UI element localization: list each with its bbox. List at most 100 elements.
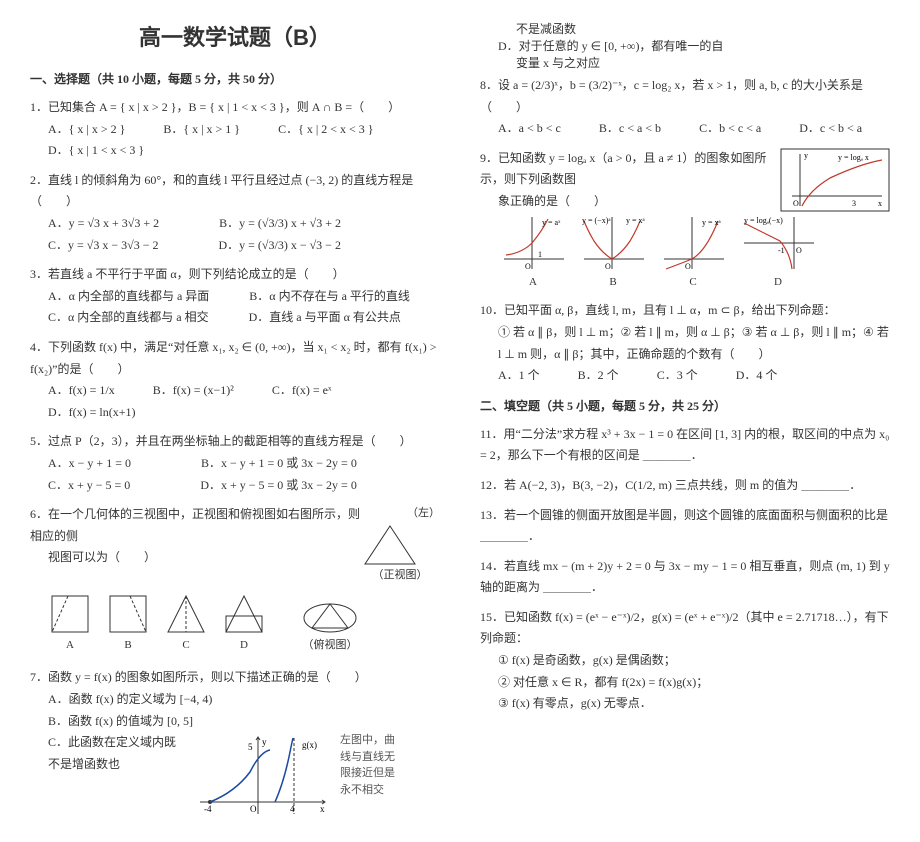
q9-optD-icon: y = logₐ(−x) O-1 [738,213,818,273]
q9-labD: D [738,273,818,293]
q6-labD: D [222,636,266,656]
q7-optD2: 变量 x 与之对应 [516,54,890,71]
left-column: 高一数学试题（B） 一、选择题（共 10 小题，每题 5 分，共 50 分） 1… [30,20,440,822]
svg-text:O: O [793,199,799,208]
q9-labA: A [498,273,568,293]
q9-fnB2: y = xᵃ [626,216,646,225]
q10-optA: A．1 个 [498,365,540,387]
q9-labB: B [578,273,648,293]
q6-side3: （俯视图） [300,636,360,656]
q7-gx-label: g(x) [302,740,317,750]
q6-optA-icon [48,592,92,636]
q6-side2: （正视图） [360,566,440,586]
q7-stem: 7．函数 y = f(x) 的图象如图所示，则以下描述正确的是（ ） [30,667,440,689]
svg-text:x: x [320,804,325,814]
q15-i1: ① f(x) 是奇函数，g(x) 是偶函数； [498,650,890,672]
q8: 8．设 a = (2/3)ˣ，b = (3/2)⁻ˣ，c = log₂ x，若 … [480,75,890,140]
q6-labB: B [106,636,150,656]
q15: 15．已知函数 f(x) = (eˣ − e⁻ˣ)/2，g(x) = (eˣ +… [480,607,890,715]
q8-optC: C．b < c < a [699,118,761,140]
q1-optB: B．{ x | x > 1 } [163,119,240,141]
q3: 3．若直线 a 不平行于平面 α，则下列结论成立的是（ ） A．α 内全部的直线… [30,264,440,329]
section-2-head: 二、填空题（共 5 小题，每题 5 分，共 25 分） [480,397,890,414]
q1-optA: A．{ x | x > 2 } [48,119,125,141]
q14: 14．若直线 mx − (m + 2)y + 2 = 0 与 3x − my −… [480,556,890,599]
svg-text:O: O [250,804,257,814]
q10-optC: C．3 个 [657,365,698,387]
svg-text:-4: -4 [204,804,212,814]
q7-note4: 永不相交 [340,782,400,799]
q15-i2: ② 对任意 x ∈ R，都有 f(2x) = f(x)g(x)； [498,672,890,694]
q9-labC: C [658,273,728,293]
q7-note1: 左图中，曲 [340,732,400,749]
q3-optC: C．α 内全部的直线都与 a 相交 [48,307,209,329]
q6-stem: 6．在一个几何体的三视图中，正视图和俯视图如右图所示，则相应的侧 [30,507,360,543]
q13: 13．若一个圆锥的侧面开放图是半圆，则这个圆锥的底面面积与侧面积的比是 ＿＿＿＿… [480,505,890,548]
q3-optB: B．α 内不存在与 a 平行的直线 [249,286,410,308]
q8-optA: A．a < b < c [498,118,561,140]
q7-optA: A．函数 f(x) 的定义域为 [−4, 4) [48,689,440,711]
q4-optA: A．f(x) = 1/x [48,380,115,402]
exam-title: 高一数学试题（B） [30,20,440,52]
q10: 10．已知平面 α, β，直线 l, m，且有 l ⊥ α，m ⊂ β，给出下列… [480,300,890,386]
q4-optB: B．f(x) = (x−1)² [153,380,234,402]
q5-optB: B．x − y + 1 = 0 或 3x − 2y = 0 [201,453,357,475]
svg-text:5: 5 [248,742,253,752]
q2-optB: B．y = (√3/3) x + √3 + 2 [219,213,341,235]
svg-text:1: 1 [538,250,542,259]
q5-stem: 5．过点 P（2，3），并且在两坐标轴上的截距相等的直线方程是（ ） [30,431,440,453]
q5-optD: D．x + y − 5 = 0 或 3x − 2y = 0 [200,475,357,497]
q1-stem: 1．已知集合 A = { x | x > 2 }，B = { x | 1 < x… [30,97,440,119]
q6-optB-icon [106,592,150,636]
svg-text:x: x [878,199,882,208]
q9-optB-icon: y = (−x)ᵃ y = xᵃ O [578,213,648,273]
q9: 9．已知函数 y = logₐ x（a > 0，且 a ≠ 1）的图象如图所示，… [480,148,890,293]
q9-optC-icon: y = xᵃ O [658,213,728,273]
q10-optD: D．4 个 [736,365,778,387]
q6-frontview-icon [360,524,420,566]
q9-given-graph-icon: O 3 y = logₐ x y x [780,148,890,212]
q6-labC: C [164,636,208,656]
q6-labA: A [48,636,92,656]
q7-optB: B．函数 f(x) 的值域为 [0, 5] [48,711,440,733]
q9-stem2: 象正确的是（ ） [498,191,780,213]
q9-fnA: y = aˣ [542,218,561,227]
section-1-head: 一、选择题（共 10 小题，每题 5 分，共 50 分） [30,70,440,87]
q2-optC: C．y = √3 x − 3√3 − 2 [48,235,158,257]
q1-optC: C．{ x | 2 < x < 3 } [278,119,373,141]
q7: 7．函数 y = f(x) 的图象如图所示，则以下描述正确的是（ ） A．函数 … [30,667,440,818]
q9-fnD: y = logₐ(−x) [744,216,783,225]
q4-stem: 4．下列函数 f(x) 中，满足“对任意 x₁, x₂ ∈ (0, +∞)，当 … [30,337,440,380]
svg-text:y: y [262,737,267,747]
q10-stem: 10．已知平面 α, β，直线 l, m，且有 l ⊥ α，m ⊂ β，给出下列… [480,300,890,322]
q11: 11．用“二分法”求方程 x³ + 3x − 1 = 0 在区间 [1, 3] … [480,424,890,467]
q1-optD: D．{ x | 1 < x < 3 } [48,140,144,162]
right-column: 不是减函数 D．对于任意的 y ∈ [0, +∞)，都有唯一的自 变量 x 与之… [480,20,890,822]
q4: 4．下列函数 f(x) 中，满足“对任意 x₁, x₂ ∈ (0, +∞)，当 … [30,337,440,423]
q9-tick3: 3 [852,199,856,208]
q8-optD: D．c < b < a [799,118,862,140]
q5-optC: C．x + y − 5 = 0 [48,475,130,497]
q4-optC: C．f(x) = eˣ [272,380,332,402]
q2-stem: 2．直线 l 的倾斜角为 60°，和的直线 l 平行且经过点 (−3, 2) 的… [30,170,440,213]
q7-optC: C．此函数在定义域内既不是增函数也 [48,732,180,775]
svg-text:y: y [804,151,808,160]
q5-optA: A．x − y + 1 = 0 [48,453,131,475]
q15-stem: 15．已知函数 f(x) = (eˣ − e⁻ˣ)/2，g(x) = (eˣ +… [480,607,890,650]
q7-optC2: 不是减函数 [516,20,890,37]
svg-text:-1: -1 [778,246,785,255]
q15-i3: ③ f(x) 有零点，g(x) 无零点． [498,693,890,715]
q8-optB: B．c < a < b [599,118,661,140]
q6-side1: （左） [360,504,440,524]
q2-optD: D．y = (√3/3) x − √3 − 2 [218,235,340,257]
q4-optD: D．f(x) = ln(x+1) [48,402,136,424]
q10-body: ① 若 α ∥ β，则 l ⊥ m；② 若 l ∥ m，则 α ⊥ β；③ 若 … [498,322,890,365]
q3-stem: 3．若直线 a 不平行于平面 α，则下列结论成立的是（ ） [30,264,440,286]
q7-note2: 线与直线无 [340,749,400,766]
q12: 12．若 A(−2, 3)，B(3, −2)，C(1/2, m) 三点共线，则 … [480,475,890,497]
q9-stem: 9．已知函数 y = logₐ x（a > 0，且 a ≠ 1）的图象如图所示，… [480,148,780,191]
svg-text:O: O [525,262,531,271]
q2-optA: A．y = √3 x + 3√3 + 2 [48,213,159,235]
q9-fnC: y = xᵃ [702,218,722,227]
q6-topview-icon [300,600,360,636]
